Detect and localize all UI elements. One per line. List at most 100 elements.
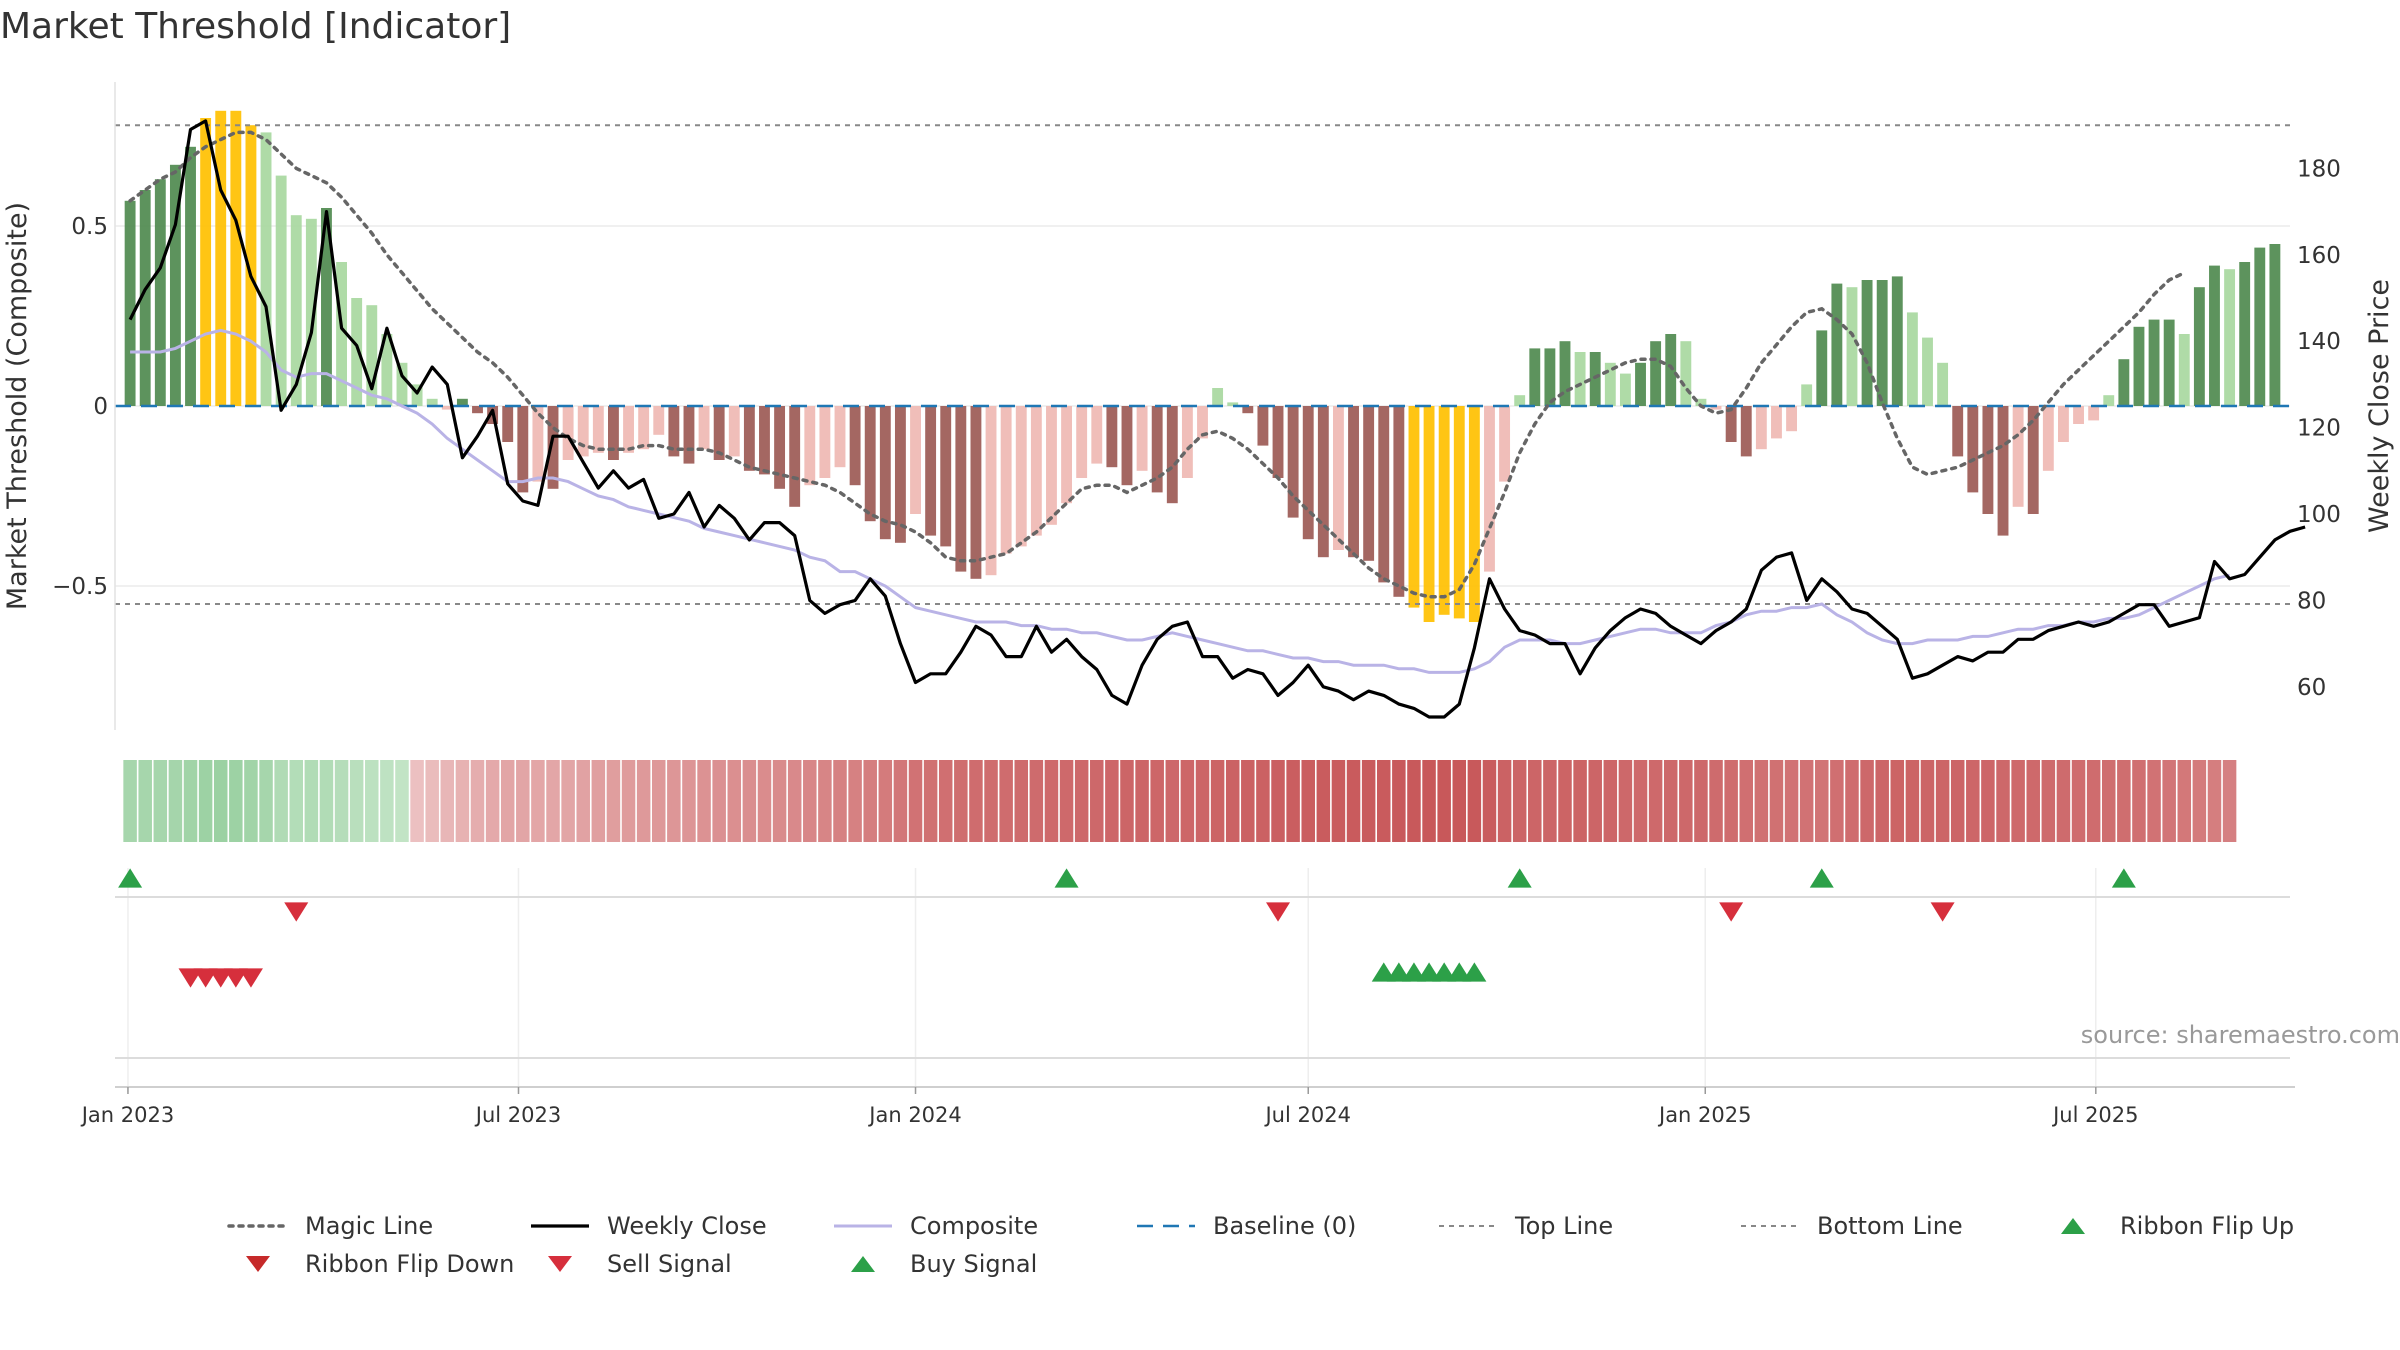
legend-item: Sell Signal: [527, 1246, 732, 1282]
ribbon-cell: [244, 760, 258, 842]
ribbon-cell: [621, 760, 636, 842]
composite-bar: [1438, 406, 1450, 615]
composite-bar: [1816, 330, 1828, 406]
composite-bar: [366, 305, 378, 406]
composite-bar: [1801, 384, 1813, 406]
ribbon-cell: [546, 760, 560, 842]
signal-rows: Jan 2023 Jul 2023 Jan 2024 Jul 2024 Jan 2025…: [80, 868, 2295, 1127]
composite-bar: [411, 384, 423, 406]
ribbon-flip-up-marker: [1507, 868, 1532, 888]
ribbon-cell: [304, 760, 319, 842]
ribbon-cell: [848, 760, 862, 842]
composite-bars: [124, 110, 2281, 622]
ribbon-cell: [2207, 760, 2222, 842]
ribbon-cell: [1497, 760, 1512, 842]
composite-bar: [154, 179, 166, 406]
composite-bar: [910, 406, 921, 514]
composite-bar: [1317, 406, 1329, 558]
legend-label: Ribbon Flip Down: [305, 1250, 515, 1278]
legend-label: Ribbon Flip Up: [2120, 1212, 2295, 1240]
legend-label: Buy Signal: [910, 1250, 1038, 1278]
ribbon-cell: [2192, 760, 2207, 842]
ribbon-cell: [1120, 760, 1134, 842]
legend-item: Top Line: [1435, 1208, 1613, 1244]
right-tick-label: 180: [2297, 156, 2341, 182]
composite-bar: [1952, 406, 1964, 457]
composite-bar: [668, 406, 680, 457]
ribbon-cell: [2086, 760, 2101, 842]
buy-signal-marker: [1447, 962, 1472, 982]
ribbon-cell: [1392, 760, 1406, 842]
composite-bar: [608, 406, 619, 460]
ribbon-cell: [153, 760, 168, 842]
legend-item: Ribbon Flip Down: [225, 1246, 514, 1282]
composite-bar: [1997, 406, 2009, 536]
composite-bar: [230, 110, 242, 407]
composite-bar: [1635, 362, 1646, 406]
ribbon-cell: [1950, 760, 1965, 842]
ribbon-cell: [1966, 760, 1980, 842]
ribbon-cell: [2101, 760, 2116, 842]
composite-bar: [336, 262, 347, 406]
composite-bar: [1906, 312, 1918, 406]
composite-bar: [260, 132, 272, 406]
composite-bar: [1348, 406, 1359, 558]
composite-bar: [275, 175, 287, 406]
x-tick-label: Jan 2025: [1657, 1103, 1752, 1127]
ribbon-cell: [984, 760, 998, 842]
composite-bar: [2042, 406, 2054, 471]
composite-bar: [1046, 406, 1057, 525]
ribbon-cell: [667, 760, 681, 842]
composite-bar: [1755, 406, 1767, 450]
composite-bar: [2103, 395, 2115, 406]
legend-item: Buy Signal: [830, 1246, 1037, 1282]
ribbon-cell: [651, 760, 666, 842]
ribbon-flip-down-marker: [1930, 902, 1955, 922]
ribbon-cell: [1376, 760, 1391, 842]
composite-bar: [2209, 265, 2220, 406]
ribbon-cell: [803, 760, 817, 842]
ribbon-cell: [561, 760, 575, 842]
composite-bar: [562, 406, 574, 460]
composite-bar: [894, 406, 906, 543]
legend-swatch: [1741, 1225, 1799, 1227]
composite-bar: [1423, 406, 1435, 622]
ribbon-cell: [1180, 760, 1195, 842]
axes: 0.5 0 −0.5 180 160 140 120 100 80 60 Market Thresh…: [2, 82, 2395, 730]
ribbon-cell: [682, 760, 696, 842]
composite-bar: [2269, 244, 2281, 406]
ribbon-cell: [818, 760, 832, 842]
ribbon-cell: [500, 760, 515, 842]
ribbon-cell: [1241, 760, 1255, 842]
composite-bar: [1831, 283, 1843, 406]
composite-bar: [2224, 269, 2236, 406]
composite-bar: [1136, 406, 1148, 471]
ribbon-flip-up-marker: [118, 868, 143, 888]
composite-bar: [1559, 341, 1571, 406]
composite-bar: [381, 334, 393, 406]
ribbon-cell: [1603, 760, 1618, 842]
composite-bar: [713, 406, 725, 460]
composite-bar: [1272, 406, 1284, 478]
composite-bar: [623, 406, 634, 453]
right-tick-label: 120: [2297, 416, 2341, 442]
composite-bar: [245, 125, 257, 406]
ribbon-cell: [2132, 760, 2146, 842]
ribbon-cell: [1875, 760, 1889, 842]
legend-swatch: [2061, 1218, 2085, 1234]
legend-item: Ribbon Flip Up: [2040, 1208, 2294, 1244]
composite-bar: [2088, 406, 2100, 421]
buy-signal-marker: [1371, 962, 1396, 982]
ribbon-cell: [1633, 760, 1648, 842]
composite-bar: [1967, 406, 1979, 493]
ribbon-cell: [2026, 760, 2040, 842]
composite-bar: [1242, 406, 1254, 414]
composite-bar: [2118, 359, 2130, 406]
composite-bar: [879, 406, 891, 540]
composite-bar: [1121, 406, 1133, 486]
ribbon-cell: [772, 760, 787, 842]
composite-bar: [1166, 406, 1178, 504]
ribbon-cell: [1361, 760, 1376, 842]
composite-bar: [955, 406, 967, 572]
composite-bar: [864, 406, 876, 522]
